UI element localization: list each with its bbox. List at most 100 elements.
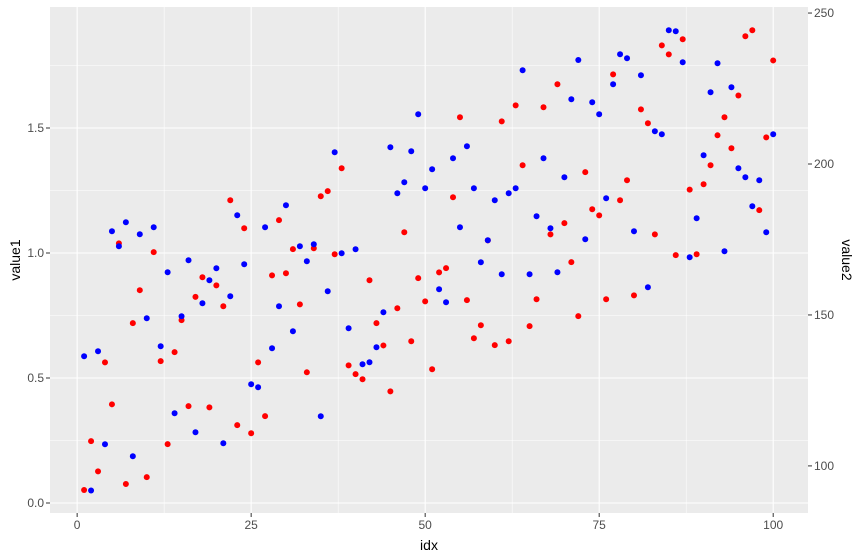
y-tick-label: 0.5	[27, 371, 44, 385]
value2-point	[714, 132, 721, 139]
value2-point	[122, 481, 129, 488]
value2-point	[157, 358, 164, 365]
value1-point	[143, 315, 150, 322]
value2-point	[220, 303, 227, 310]
value2-point	[630, 292, 637, 299]
value2-point	[262, 413, 269, 420]
x-axis: 0 25 50 75 100	[74, 513, 784, 532]
value2-point	[561, 220, 568, 227]
value2-point	[575, 313, 582, 320]
value2-point	[651, 231, 658, 238]
value2-point	[512, 102, 519, 109]
value2-point	[568, 259, 575, 266]
value2-point	[436, 269, 443, 276]
value1-point	[735, 165, 742, 172]
value1-point	[101, 441, 108, 448]
value2-point	[387, 388, 394, 395]
value1-point	[491, 197, 498, 204]
value2-point	[150, 249, 157, 256]
value1-point	[547, 225, 554, 232]
value1-point	[554, 269, 561, 276]
value2-point	[644, 120, 651, 127]
value1-point	[568, 96, 575, 103]
value1-point	[505, 190, 512, 197]
value2-point	[700, 181, 707, 188]
value2-point	[749, 27, 756, 34]
value2-point	[108, 401, 115, 408]
value2-point	[366, 277, 373, 284]
value1-point	[610, 81, 617, 88]
value2-point	[742, 33, 749, 40]
value1-point	[95, 348, 102, 355]
value1-point	[686, 254, 693, 261]
value2-point	[136, 287, 143, 294]
value1-point	[749, 203, 756, 210]
x-tick-label: 100	[763, 518, 783, 532]
value2-point	[213, 282, 220, 289]
value2-point	[770, 57, 777, 64]
value2-point	[185, 403, 192, 410]
value2-point	[443, 265, 450, 272]
value2-point	[255, 359, 262, 366]
value1-point	[157, 343, 164, 350]
value2-point	[519, 162, 526, 169]
value1-point	[450, 155, 457, 162]
value1-point	[582, 236, 589, 243]
value1-point	[603, 195, 610, 202]
y-tick-label: 0.0	[27, 496, 44, 510]
value2-point	[589, 206, 596, 213]
value1-point	[644, 284, 651, 291]
value2-point	[88, 438, 95, 445]
value2-point	[463, 297, 470, 304]
value2-point	[338, 165, 345, 172]
value1-point	[213, 265, 220, 272]
value1-point	[220, 440, 227, 447]
value1-point	[742, 174, 749, 181]
value2-point	[282, 270, 289, 277]
value1-point	[617, 51, 624, 58]
value1-point	[456, 224, 463, 231]
value2-point	[429, 366, 436, 373]
x-tick-label: 75	[593, 518, 607, 532]
value1-point	[338, 250, 345, 257]
value1-point	[185, 257, 192, 264]
value1-point	[122, 219, 129, 226]
value1-point	[296, 243, 303, 250]
value1-point	[693, 215, 700, 222]
value2-point	[686, 186, 693, 193]
value1-point	[463, 143, 470, 150]
value1-point	[443, 299, 450, 306]
value2-point	[756, 207, 763, 214]
value2-point	[637, 106, 644, 113]
value1-point	[178, 313, 185, 320]
value2-point	[610, 71, 617, 78]
value1-point	[415, 111, 422, 118]
value2-point	[352, 371, 359, 378]
value1-point	[115, 243, 122, 250]
value1-point	[359, 361, 366, 368]
value2-point	[617, 197, 624, 204]
value2-point	[248, 430, 255, 437]
value1-point	[171, 410, 178, 417]
value2-points	[81, 27, 777, 494]
value2-point	[526, 323, 533, 330]
value1-point	[255, 384, 262, 391]
value1-point	[88, 487, 95, 494]
x-tick-label: 0	[74, 518, 81, 532]
value2-point	[491, 342, 498, 349]
value2-point	[603, 296, 610, 303]
value2-point	[533, 296, 540, 303]
value1-points	[81, 27, 777, 494]
value1-point	[262, 224, 269, 231]
value1-point	[596, 111, 603, 118]
value2-point	[373, 320, 380, 327]
y2-tick-label: 100	[814, 459, 834, 473]
value2-point	[415, 275, 422, 282]
value2-point	[199, 274, 206, 281]
value2-point	[81, 487, 88, 494]
value2-point	[317, 193, 324, 200]
value1-point	[310, 241, 317, 248]
value2-point	[95, 468, 102, 475]
value2-point	[269, 272, 276, 279]
value1-point	[651, 128, 658, 135]
